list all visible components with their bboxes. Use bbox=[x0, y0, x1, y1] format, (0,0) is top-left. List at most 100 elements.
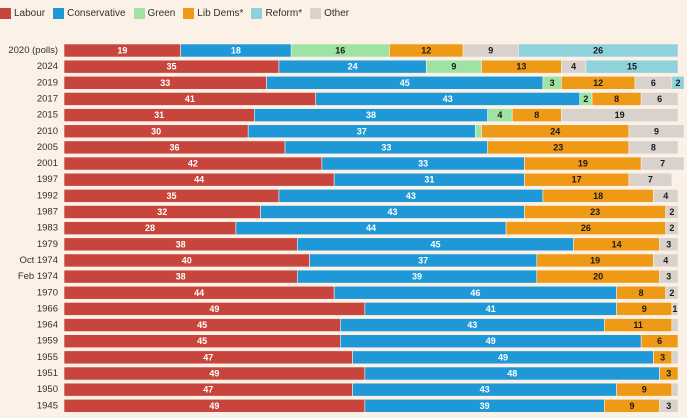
bar-value-label: 48 bbox=[507, 369, 517, 379]
bar-value-label: 4 bbox=[497, 110, 502, 120]
bar-value-label: 4 bbox=[663, 255, 668, 265]
bar-value-label: 39 bbox=[412, 272, 422, 282]
bar-value-label: 41 bbox=[486, 304, 496, 314]
legend-swatch bbox=[251, 7, 263, 19]
bar-value-label: 19 bbox=[590, 255, 600, 265]
legend-label: Other bbox=[324, 7, 350, 19]
bar-value-label: 49 bbox=[486, 336, 496, 346]
year-label: Oct 1974 bbox=[19, 255, 58, 266]
bar-value-label: 3 bbox=[666, 272, 671, 282]
bar-value-label: 35 bbox=[166, 191, 176, 201]
year-label: 2001 bbox=[37, 158, 58, 169]
bar-value-label: 7 bbox=[660, 159, 665, 169]
bar-value-label: 43 bbox=[480, 385, 490, 395]
bar-value-label: 9 bbox=[629, 401, 634, 411]
legend-swatch bbox=[183, 7, 195, 19]
bar-segment-other bbox=[671, 350, 679, 365]
year-label: 2017 bbox=[37, 93, 58, 104]
bar-value-label: 1 bbox=[672, 304, 677, 314]
bar-segment-other bbox=[653, 189, 679, 203]
bar-value-label: 2 bbox=[669, 207, 674, 217]
legend-swatch bbox=[310, 7, 322, 19]
bar-value-label: 16 bbox=[335, 46, 345, 56]
bar-segment-other bbox=[640, 92, 679, 106]
bar-value-label: 7 bbox=[648, 175, 653, 185]
year-label: 2015 bbox=[37, 110, 58, 121]
year-label: 1966 bbox=[37, 303, 58, 314]
bar-segment-other bbox=[653, 253, 679, 268]
bar-segment-other bbox=[640, 156, 685, 171]
bar-value-label: 47 bbox=[203, 385, 213, 395]
bar-value-label: 43 bbox=[443, 94, 453, 104]
bar-segment-other bbox=[628, 124, 685, 139]
bar-value-label: 19 bbox=[578, 159, 588, 169]
bar-segment-other bbox=[628, 172, 673, 187]
bar-segment-reform bbox=[671, 76, 685, 90]
legend-item-labour: Labour bbox=[0, 7, 45, 19]
legend: Labour Conservative Green Lib Dems* Reform* O… bbox=[0, 6, 349, 20]
year-label: 2020 (polls) bbox=[8, 45, 58, 56]
bar-value-label: 39 bbox=[480, 401, 490, 411]
bar-segment-other bbox=[659, 269, 679, 284]
bar-value-label: 43 bbox=[387, 207, 397, 217]
bar-value-label: 2 bbox=[669, 223, 674, 233]
bar-value-label: 23 bbox=[553, 142, 563, 152]
bar-value-label: 38 bbox=[176, 272, 186, 282]
bar-value-label: 9 bbox=[654, 126, 659, 136]
bar-value-label: 47 bbox=[203, 352, 213, 362]
bar-value-label: 2 bbox=[675, 78, 680, 88]
bar-value-label: 8 bbox=[534, 110, 539, 120]
year-label: 2024 bbox=[37, 61, 58, 72]
bar-value-label: 6 bbox=[657, 336, 662, 346]
year-label: 1955 bbox=[37, 352, 58, 363]
bar-value-label: 3 bbox=[666, 239, 671, 249]
legend-swatch bbox=[0, 7, 11, 19]
bar-value-label: 42 bbox=[188, 159, 198, 169]
bar-value-label: 8 bbox=[651, 142, 656, 152]
year-label: 1950 bbox=[37, 384, 58, 395]
bar-value-label: 4 bbox=[663, 191, 668, 201]
bar-value-label: 38 bbox=[176, 239, 186, 249]
bar-value-label: 49 bbox=[209, 304, 219, 314]
bar-segment-other bbox=[671, 382, 679, 397]
bar-value-label: 9 bbox=[642, 385, 647, 395]
year-label: 1979 bbox=[37, 239, 58, 250]
bar-segment-other bbox=[671, 302, 679, 316]
bar-value-label: 3 bbox=[660, 352, 665, 362]
bar-value-label: 37 bbox=[357, 126, 367, 136]
bar-segment-other bbox=[628, 140, 679, 155]
year-label: 2019 bbox=[37, 77, 58, 88]
bar-value-label: 38 bbox=[366, 110, 376, 120]
year-label: 1964 bbox=[37, 320, 58, 331]
legend-item-conservative: Conservative bbox=[53, 7, 126, 19]
bar-value-label: 44 bbox=[366, 223, 376, 233]
year-label: Feb 1974 bbox=[18, 271, 58, 282]
bar-value-label: 17 bbox=[572, 175, 582, 185]
bar-segment-other bbox=[671, 318, 679, 332]
bar-value-label: 36 bbox=[170, 142, 180, 152]
bar-value-label: 31 bbox=[424, 175, 434, 185]
bar-value-label: 8 bbox=[614, 94, 619, 104]
bar-value-label: 9 bbox=[642, 304, 647, 314]
bar-value-label: 33 bbox=[418, 159, 428, 169]
bar-value-label: 31 bbox=[154, 110, 164, 120]
bar-value-label: 3 bbox=[666, 369, 671, 379]
legend-swatch bbox=[53, 7, 65, 19]
bar-value-label: 45 bbox=[197, 320, 207, 330]
bar-segment-lib-dems bbox=[640, 334, 679, 349]
bar-value-label: 44 bbox=[194, 175, 204, 185]
bar-segment-lib-dems bbox=[659, 366, 679, 381]
bar-value-label: 30 bbox=[151, 126, 161, 136]
bar-value-label: 40 bbox=[182, 255, 192, 265]
legend-label: Reform* bbox=[265, 7, 303, 19]
bar-value-label: 23 bbox=[590, 207, 600, 217]
year-label: 1951 bbox=[37, 368, 58, 379]
year-label: 1959 bbox=[37, 336, 58, 347]
legend-label: Lib Dems* bbox=[197, 7, 244, 19]
bar-segment-reform bbox=[585, 59, 679, 74]
bar-value-label: 9 bbox=[488, 46, 493, 56]
year-label: 1997 bbox=[37, 174, 58, 185]
year-label: 1987 bbox=[37, 207, 58, 218]
legend-label: Green bbox=[147, 7, 176, 19]
